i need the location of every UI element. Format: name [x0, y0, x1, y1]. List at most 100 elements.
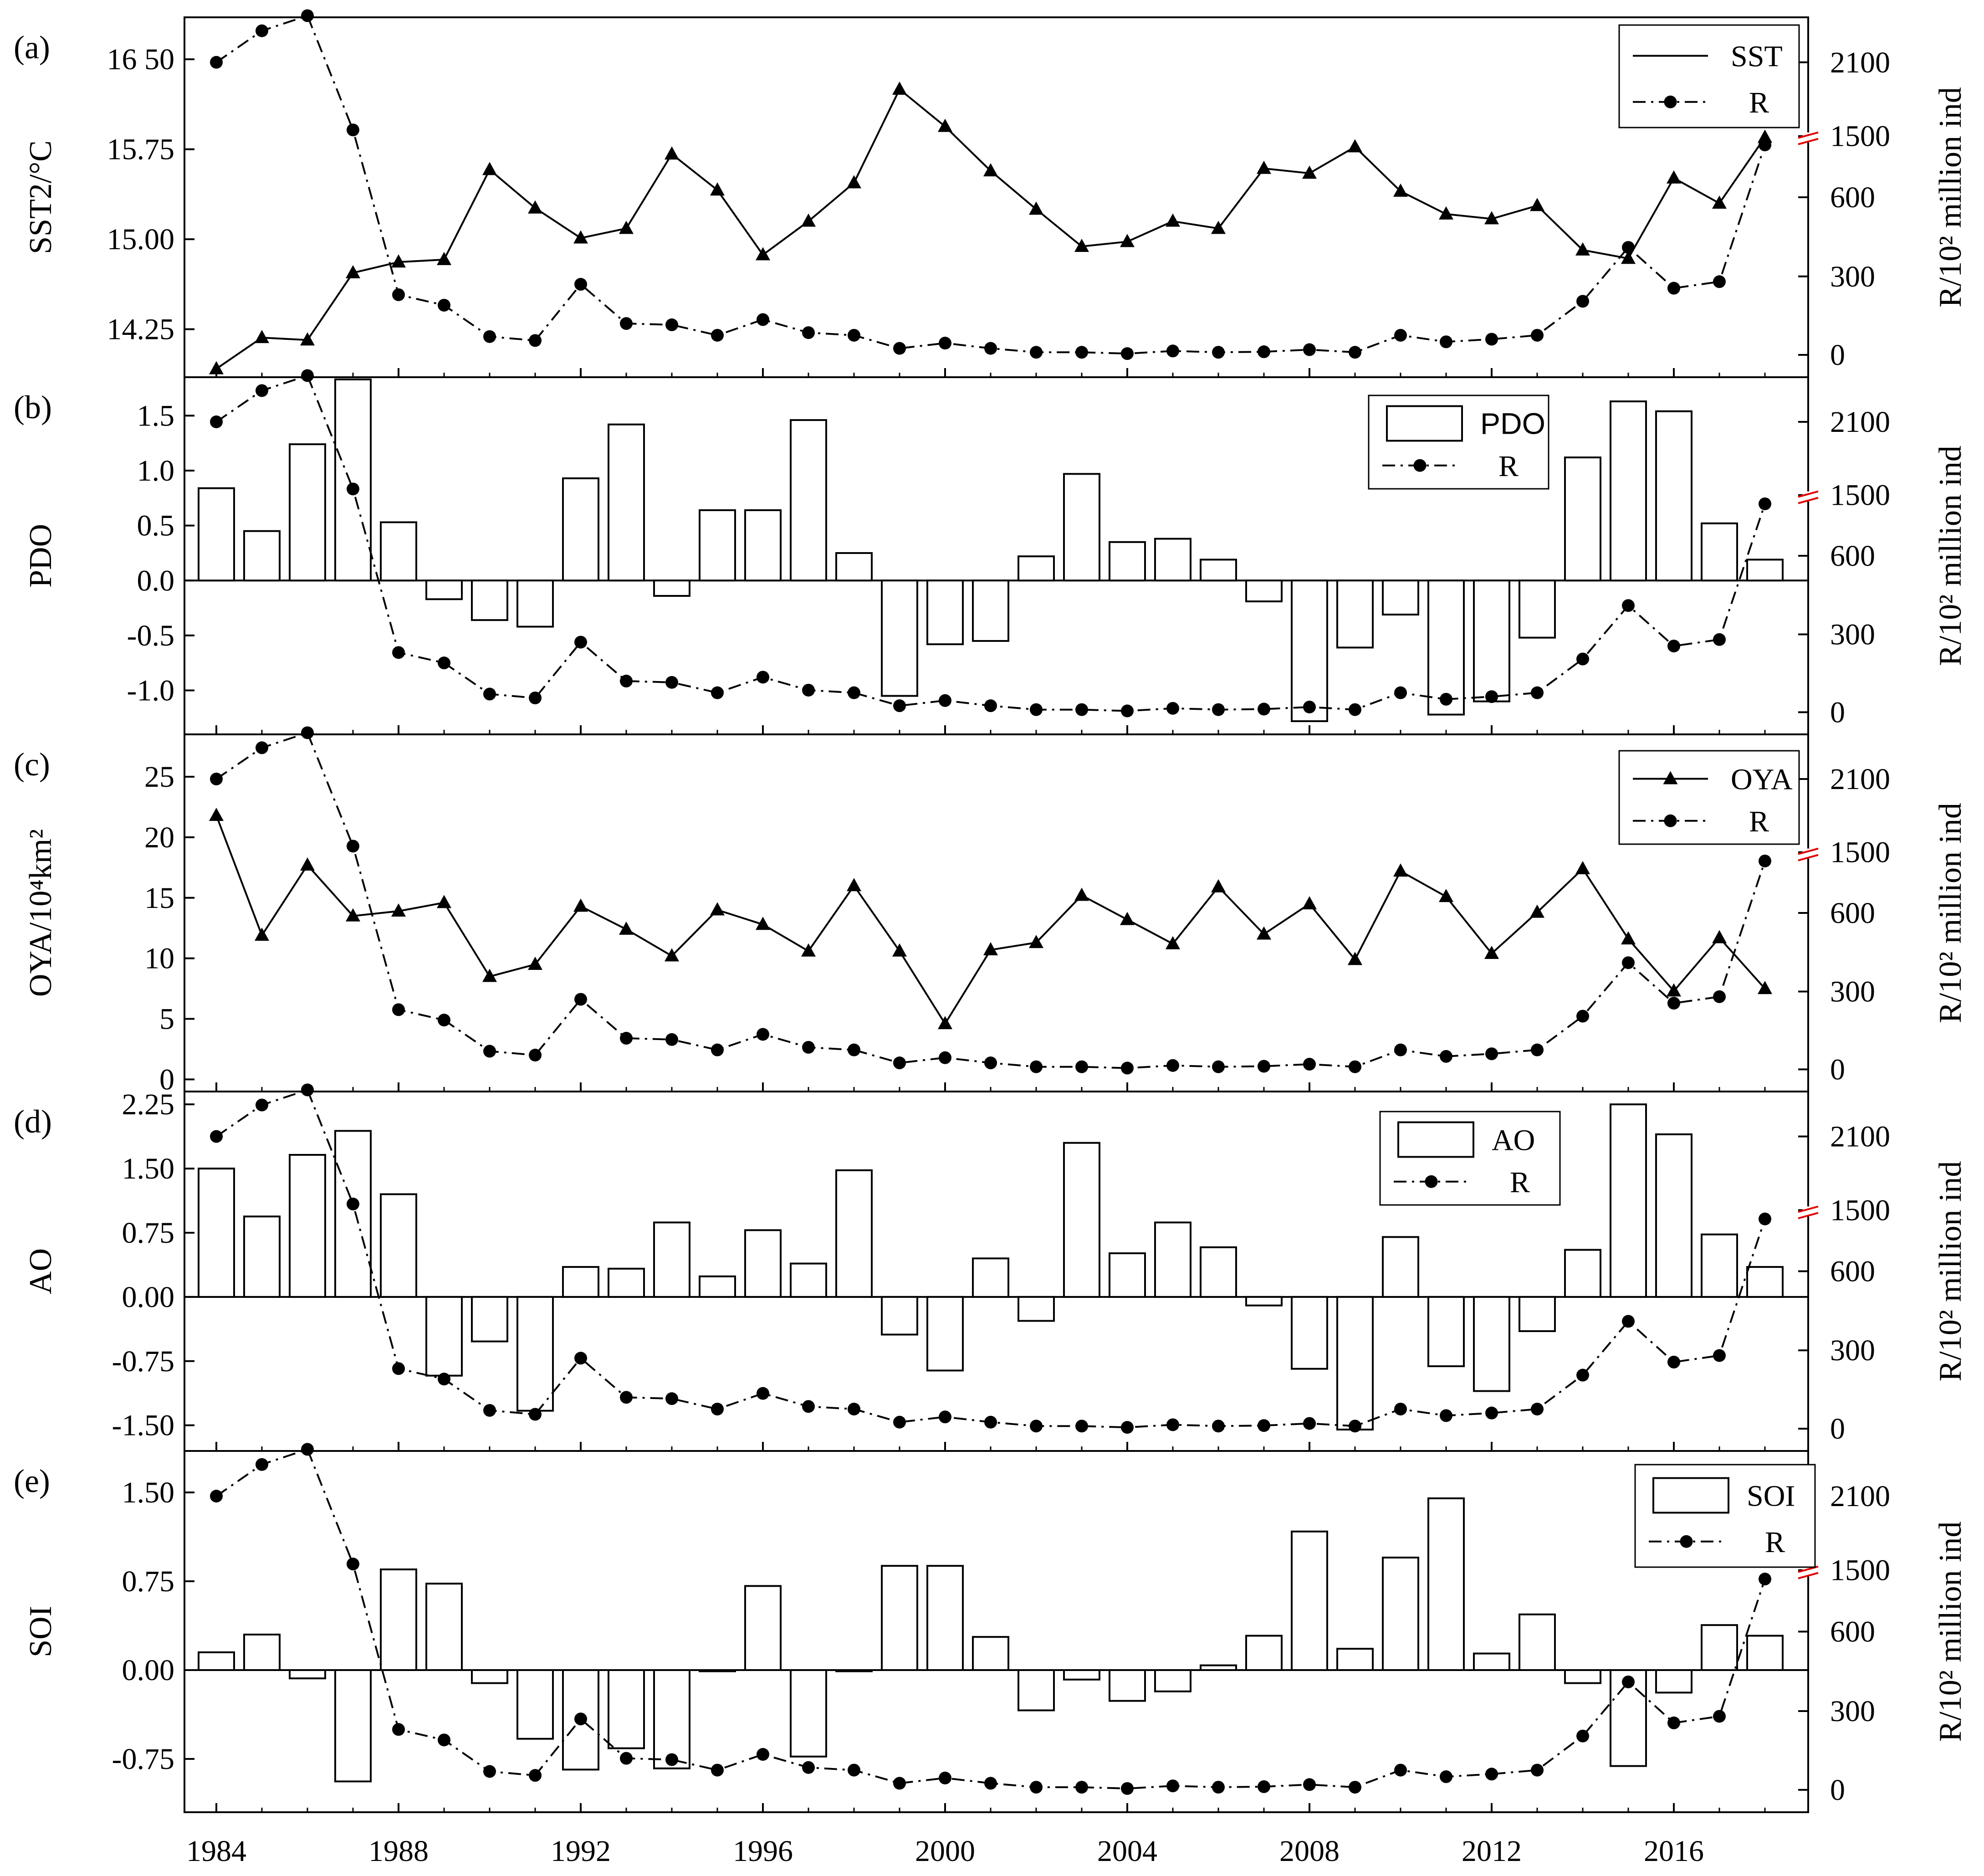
left-axis-label-d: AO	[23, 1248, 58, 1294]
r-point	[483, 687, 496, 701]
left-ytick-label: 15.00	[107, 223, 175, 256]
right-ytick-label: 600	[1830, 897, 1875, 930]
r-point	[1440, 1409, 1452, 1422]
panel-label-c: (c)	[14, 746, 50, 783]
legend-swatch-r-marker	[1664, 814, 1677, 827]
right-ytick-label: 600	[1830, 1255, 1875, 1288]
r-point	[1303, 343, 1316, 356]
ao-bar	[425, 1296, 463, 1377]
ao-bar	[471, 1296, 508, 1343]
soi-bar	[972, 1636, 1009, 1671]
sst-point	[1211, 220, 1226, 234]
right-ytick-label: 600	[1830, 1615, 1875, 1649]
sst-point	[528, 200, 542, 214]
sst-point	[1621, 251, 1636, 264]
soi-bar	[1154, 1669, 1191, 1692]
x-tick-label: 2004	[1097, 1835, 1157, 1868]
sst-point	[1758, 129, 1772, 143]
r-point	[483, 330, 496, 343]
panel-frame	[184, 16, 1809, 378]
pdo-bar	[1291, 579, 1328, 723]
soi-bar	[1245, 1635, 1283, 1671]
r-point	[1713, 275, 1726, 288]
left-ytick-label: 1.50	[122, 1476, 175, 1509]
legend-swatch-bar	[1386, 405, 1463, 442]
r-point	[939, 1051, 951, 1064]
ao-bar	[1473, 1296, 1510, 1392]
ao-bar	[653, 1221, 690, 1298]
r-point	[893, 1056, 906, 1070]
ao-bar	[790, 1262, 827, 1298]
r-point	[438, 656, 450, 670]
r-point	[392, 646, 405, 659]
ao-bar	[334, 1130, 372, 1298]
r-point	[574, 278, 587, 291]
legend-swatch-marker	[1663, 771, 1678, 784]
legend-label-r: R	[1510, 1166, 1530, 1199]
r-point	[802, 326, 815, 339]
r-point	[802, 683, 815, 697]
soi-bar	[881, 1565, 918, 1671]
right-axis-label-e: R/10² million ind	[1933, 1522, 1968, 1742]
sst-point	[1166, 213, 1180, 227]
oya-point	[983, 942, 998, 956]
r-point	[1349, 346, 1361, 359]
left-ytick-label: 0	[159, 1063, 174, 1096]
oya-point	[801, 943, 816, 957]
right-ytick-label: 2100	[1830, 405, 1890, 439]
r-point	[529, 1049, 542, 1062]
left-ytick-label: 1.50	[122, 1152, 175, 1185]
r-point	[1576, 295, 1589, 308]
r-point	[1166, 1418, 1179, 1431]
pdo-bar	[972, 579, 1009, 642]
oya-point	[710, 902, 725, 916]
r-point	[1075, 703, 1088, 716]
r-point	[1030, 703, 1043, 716]
panel-a: (a) 14.25 15.00 15.75 16 50 SST2/°C 0 300 600 150…	[14, 9, 1968, 378]
oya-point	[391, 903, 406, 917]
left-ytick-label: 15	[144, 882, 174, 915]
r-point	[620, 1752, 633, 1765]
r-point	[1531, 328, 1544, 342]
r-point	[438, 1733, 450, 1747]
axis-break-mark	[1798, 1572, 1819, 1579]
panel-c: (c) 0 5 10 15 20 25 OYA/10⁴km² 0 300 600 1500 2100 R/…	[14, 726, 1968, 1096]
ao-bar	[1655, 1133, 1693, 1298]
r-point	[1394, 328, 1407, 342]
r-point	[1531, 1763, 1544, 1777]
r-point	[574, 993, 587, 1006]
right-ytick-label: 0	[1830, 1053, 1845, 1086]
r-point	[1713, 633, 1726, 646]
ao-bar	[1427, 1296, 1465, 1368]
axis-break-mark	[1798, 497, 1819, 504]
left-axis-label-b: PDO	[23, 524, 58, 588]
r-point	[529, 1408, 542, 1421]
pdo-bar	[1564, 456, 1601, 582]
left-ytick-label: 2.25	[122, 1088, 175, 1121]
axis-break-mark	[1798, 1212, 1819, 1220]
sst-point	[1530, 198, 1544, 211]
r-point	[984, 1415, 997, 1429]
r-point	[1576, 652, 1589, 666]
r-point	[1349, 1060, 1361, 1073]
pdo-bar	[1063, 473, 1100, 582]
r-point	[1713, 1349, 1726, 1362]
r-point	[483, 1045, 496, 1058]
r-point	[620, 1391, 633, 1404]
pdo-bar	[1473, 579, 1510, 702]
r-point	[1212, 346, 1225, 359]
oya-point	[665, 948, 679, 962]
x-tick-label: 2000	[915, 1835, 975, 1868]
ao-bar	[1109, 1252, 1146, 1298]
legend-box	[1618, 24, 1800, 128]
r-point	[1531, 686, 1544, 699]
r-point	[1030, 1781, 1043, 1794]
r-point	[802, 1041, 815, 1054]
right-ytick-label: 2100	[1830, 46, 1890, 79]
pdo-bar	[1701, 522, 1738, 582]
axis-break-mark	[1798, 131, 1819, 139]
oya-point	[1211, 879, 1226, 892]
x-tick-label: 2012	[1462, 1835, 1522, 1868]
pdo-bar	[289, 443, 326, 582]
legend-label-r: R	[1765, 1526, 1785, 1559]
